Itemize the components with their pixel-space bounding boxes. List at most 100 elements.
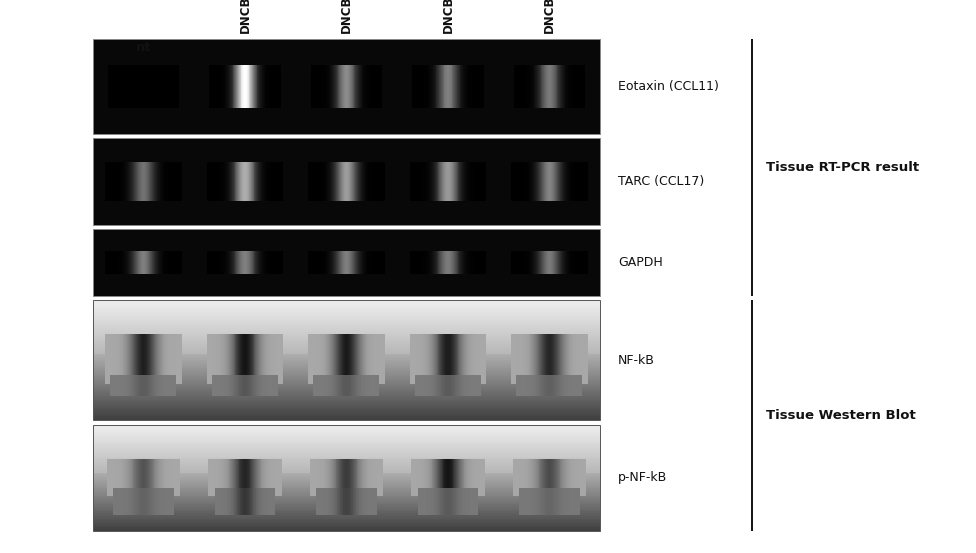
Bar: [93, 504, 600, 506]
Bar: [93, 495, 600, 497]
Bar: [93, 336, 600, 338]
Bar: [93, 481, 600, 483]
Bar: [93, 351, 600, 352]
Bar: [93, 320, 600, 322]
Bar: [93, 319, 600, 320]
Bar: [93, 435, 600, 437]
Bar: [93, 474, 600, 476]
Bar: [93, 458, 600, 460]
Text: nt: nt: [136, 41, 151, 55]
Bar: [93, 371, 600, 372]
Bar: [93, 416, 600, 419]
Bar: [93, 479, 600, 481]
Bar: [93, 501, 600, 503]
Bar: [93, 377, 600, 378]
Bar: [93, 387, 600, 388]
Bar: [93, 503, 600, 504]
Bar: [93, 494, 600, 495]
Bar: [93, 429, 600, 430]
Bar: [93, 529, 600, 531]
Bar: [93, 406, 600, 409]
Bar: [93, 446, 600, 448]
Bar: [93, 374, 600, 377]
Bar: [93, 483, 600, 485]
Bar: [93, 453, 600, 455]
Bar: [93, 380, 600, 382]
Bar: [93, 358, 600, 361]
Bar: [93, 522, 600, 524]
Bar: [93, 512, 600, 513]
Bar: [93, 444, 600, 446]
Bar: [93, 448, 600, 450]
Bar: [93, 460, 600, 462]
Bar: [93, 442, 600, 444]
Bar: [93, 462, 600, 464]
Bar: [93, 368, 600, 371]
Bar: [93, 304, 600, 306]
Bar: [93, 425, 600, 426]
Bar: [93, 488, 600, 490]
Text: NF-kB: NF-kB: [618, 354, 655, 367]
Bar: [93, 455, 600, 457]
Bar: [93, 508, 600, 510]
Bar: [93, 354, 600, 356]
Bar: [93, 322, 600, 325]
Bar: [93, 384, 600, 387]
Bar: [93, 138, 600, 225]
Bar: [93, 524, 600, 525]
Bar: [93, 394, 600, 397]
Bar: [93, 382, 600, 384]
Bar: [93, 520, 600, 522]
Bar: [93, 414, 600, 416]
Bar: [93, 312, 600, 315]
Bar: [93, 341, 600, 342]
Text: Tissue RT-PCR result: Tissue RT-PCR result: [766, 161, 919, 174]
Bar: [93, 361, 600, 362]
Bar: [93, 450, 600, 451]
Bar: [93, 499, 600, 501]
Bar: [93, 437, 600, 439]
Bar: [93, 302, 600, 304]
Bar: [93, 466, 600, 467]
Bar: [93, 432, 600, 434]
Bar: [93, 519, 600, 520]
Bar: [93, 485, 600, 487]
Bar: [93, 372, 600, 374]
Bar: [93, 469, 600, 471]
Bar: [93, 328, 600, 330]
Bar: [93, 410, 600, 413]
Text: DNCB-자운고: DNCB-자운고: [441, 0, 455, 33]
Bar: [93, 528, 600, 529]
Bar: [93, 425, 600, 531]
Bar: [93, 364, 600, 367]
Bar: [93, 473, 600, 474]
Text: DNCB-μP5: DNCB-μP5: [340, 0, 353, 33]
Bar: [93, 326, 600, 328]
Text: p-NF-kB: p-NF-kB: [618, 471, 667, 484]
Bar: [93, 517, 600, 519]
Bar: [93, 439, 600, 441]
Text: GAPDH: GAPDH: [618, 256, 663, 269]
Bar: [93, 300, 600, 302]
Text: Tissue Western Blot: Tissue Western Blot: [766, 409, 915, 422]
Bar: [93, 388, 600, 390]
Bar: [93, 397, 600, 398]
Text: Eotaxin (CCL11): Eotaxin (CCL11): [618, 80, 718, 93]
Bar: [93, 378, 600, 380]
Bar: [93, 400, 600, 403]
Bar: [93, 309, 600, 310]
Bar: [93, 451, 600, 453]
Bar: [93, 403, 600, 404]
Bar: [93, 300, 600, 420]
Bar: [93, 497, 600, 499]
Bar: [93, 457, 600, 458]
Bar: [93, 398, 600, 400]
Bar: [93, 393, 600, 394]
Bar: [93, 513, 600, 515]
Text: DNCB-nt: DNCB-nt: [238, 0, 252, 33]
Bar: [93, 476, 600, 478]
Bar: [93, 310, 600, 312]
Bar: [93, 467, 600, 469]
Bar: [93, 332, 600, 335]
Bar: [93, 39, 600, 134]
